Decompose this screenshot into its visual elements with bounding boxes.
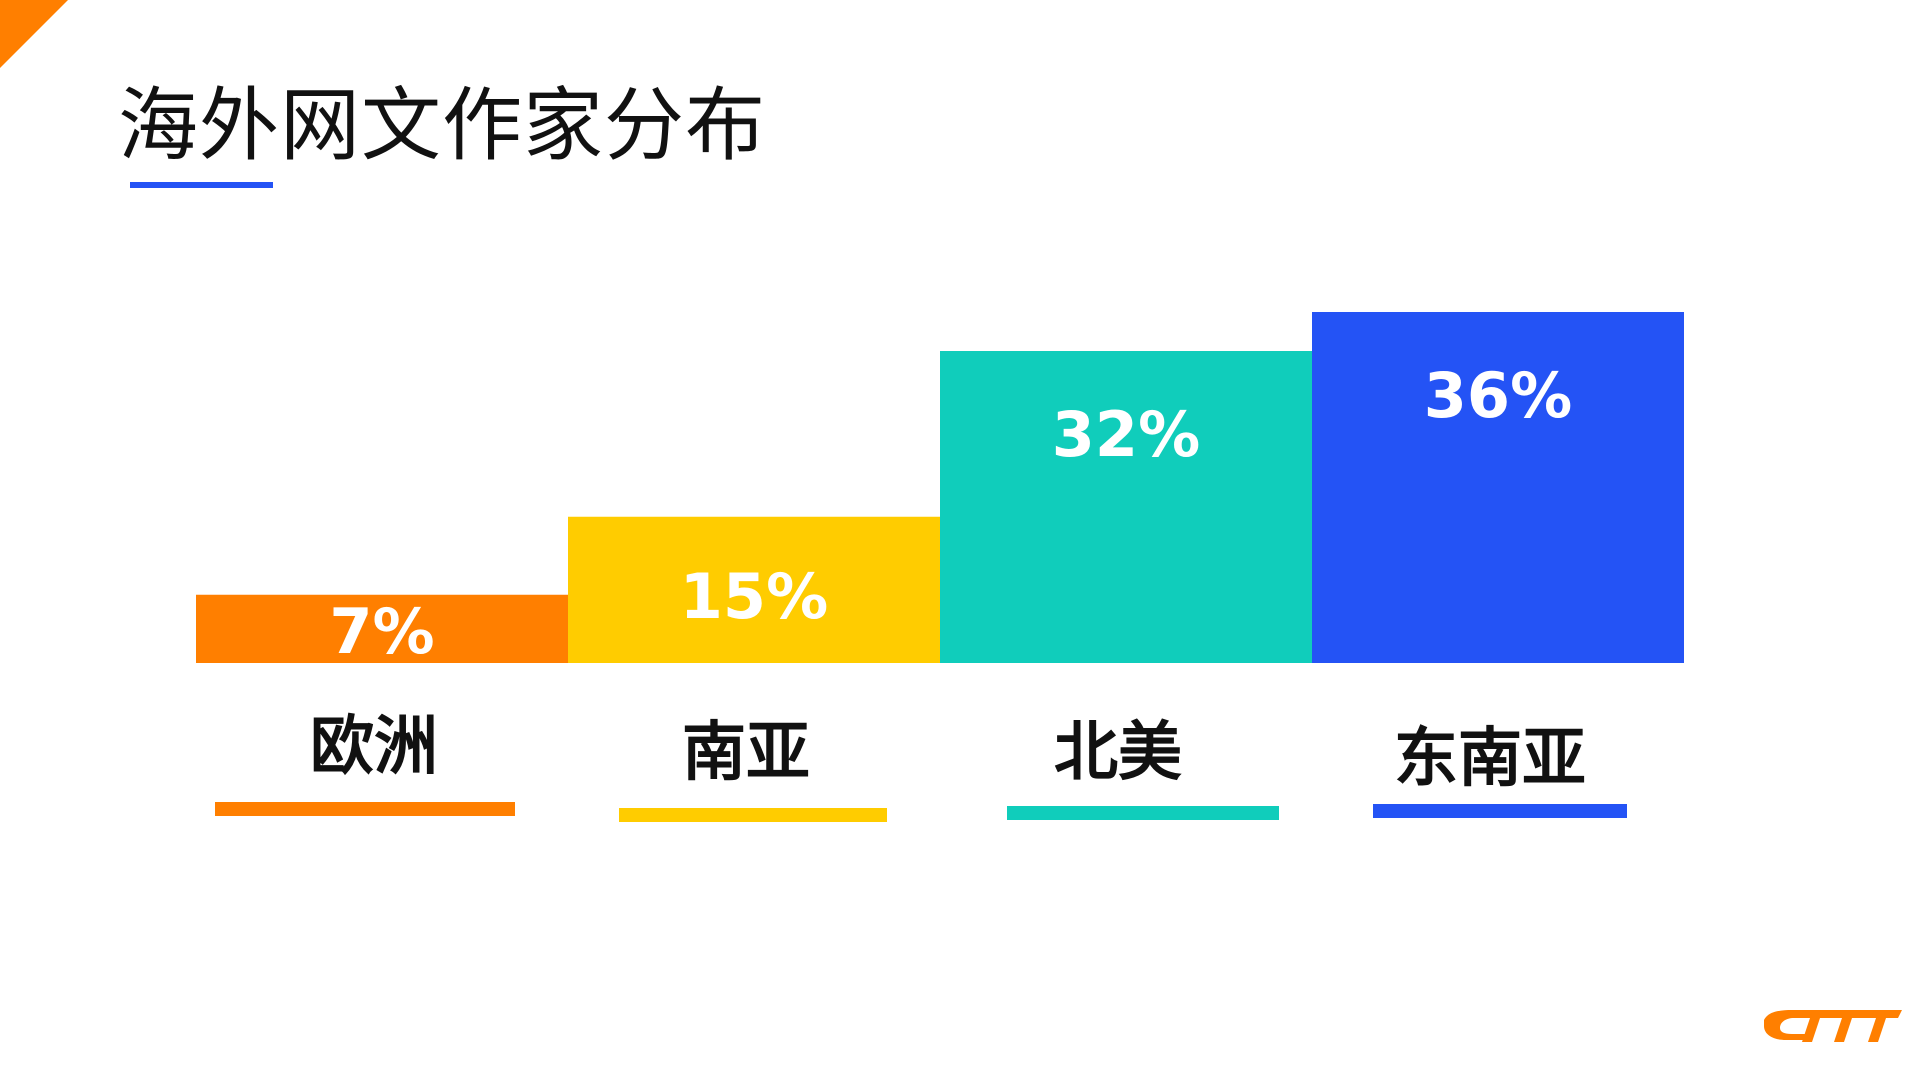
category-underline-1: [619, 808, 887, 822]
category-underline-3: [1373, 804, 1627, 818]
category-label-0: 欧洲: [310, 710, 438, 784]
bar-0: [196, 594, 568, 663]
bar-value-label-0: 7%: [329, 595, 434, 668]
title-underline: [130, 182, 273, 188]
bar-2: [940, 351, 1312, 663]
corner-triangle-icon: [0, 0, 68, 68]
bar-1: [568, 516, 940, 663]
bar-value-label-1: 15%: [680, 560, 828, 633]
category-label-2: 北美: [1054, 716, 1182, 790]
bar-3: [1312, 312, 1684, 663]
category-underline-0: [215, 802, 515, 816]
bar-value-label-3: 36%: [1424, 359, 1572, 432]
page-title: 海外网文作家分布: [118, 79, 766, 172]
category-label-1: 南亚: [682, 716, 810, 790]
bar-value-label-2: 32%: [1052, 398, 1200, 471]
category-label-3: 东南亚: [1394, 722, 1586, 796]
brand-logo-icon: [1764, 1010, 1902, 1042]
category-underline-2: [1007, 806, 1279, 820]
